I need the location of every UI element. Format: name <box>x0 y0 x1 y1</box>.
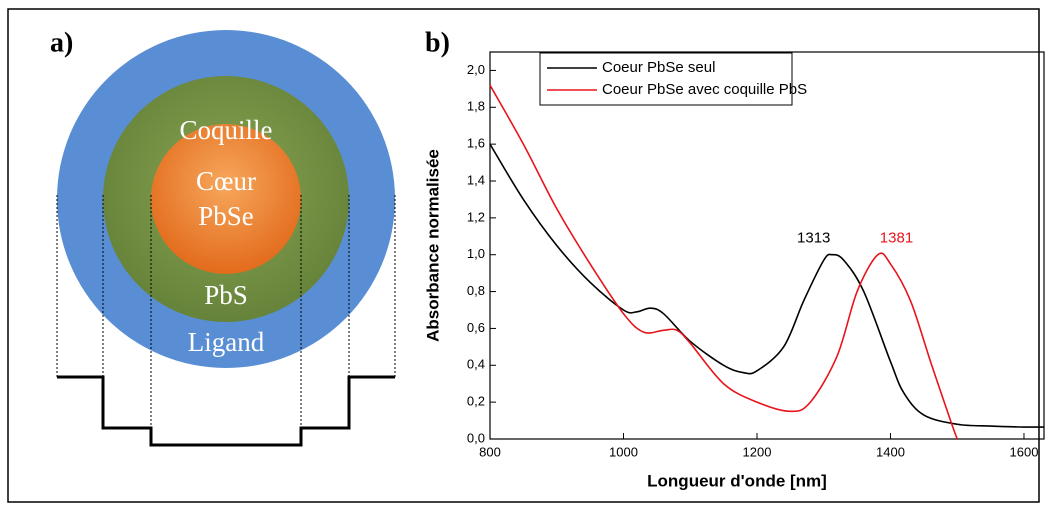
y-tick-label: 0,2 <box>467 394 485 409</box>
series-line <box>489 84 958 440</box>
core-label: PbSe <box>198 201 254 231</box>
y-tick-label: 1,6 <box>467 136 485 151</box>
legend-box <box>539 52 793 106</box>
x-axis-label: Longueur d'onde [nm] <box>647 471 827 490</box>
y-tick-label: 1,2 <box>467 209 485 224</box>
y-tick-label: 1,0 <box>467 246 485 261</box>
plot-frame <box>489 51 1045 440</box>
x-tick-label: 800 <box>479 444 501 459</box>
legend-label: Coeur PbSe avec coquille PbS <box>602 81 807 98</box>
y-axis-label: Absorbance normalisée <box>423 149 442 342</box>
peak-label: 1313 <box>797 230 830 247</box>
y-tick-label: 1,8 <box>467 99 485 114</box>
ligand-label: Ligand <box>188 327 265 357</box>
y-tick-label: 2,0 <box>467 62 485 77</box>
potential-profile <box>57 375 395 447</box>
legend-label: Coeur PbSe seul <box>602 59 715 76</box>
guides <box>56 195 396 445</box>
shell-label: Coquille <box>180 115 273 145</box>
x-tick-label: 1400 <box>876 444 905 459</box>
y-tick-label: 0,8 <box>467 283 485 298</box>
y-tick-label: 0,4 <box>467 357 485 372</box>
y-tick-label: 1,4 <box>467 172 485 187</box>
y-tick-label: 0,6 <box>467 320 485 335</box>
core-label: Cœur <box>196 166 256 196</box>
shell-label: PbS <box>204 280 248 310</box>
peak-label: 1381 <box>880 230 913 247</box>
x-tick-label: 1200 <box>743 444 772 459</box>
y-tick-label: 0,0 <box>467 430 485 445</box>
frame <box>7 8 1040 503</box>
x-tick-label: 1600 <box>1010 444 1039 459</box>
series-line <box>489 143 1045 428</box>
panel-a: a) Coquille Cœur PbSe PbS Ligand <box>50 27 396 447</box>
panel-label: a) <box>50 27 73 58</box>
x-tick-label: 1000 <box>609 444 638 459</box>
core-layer <box>151 124 301 274</box>
panel-label: b) <box>425 27 450 58</box>
